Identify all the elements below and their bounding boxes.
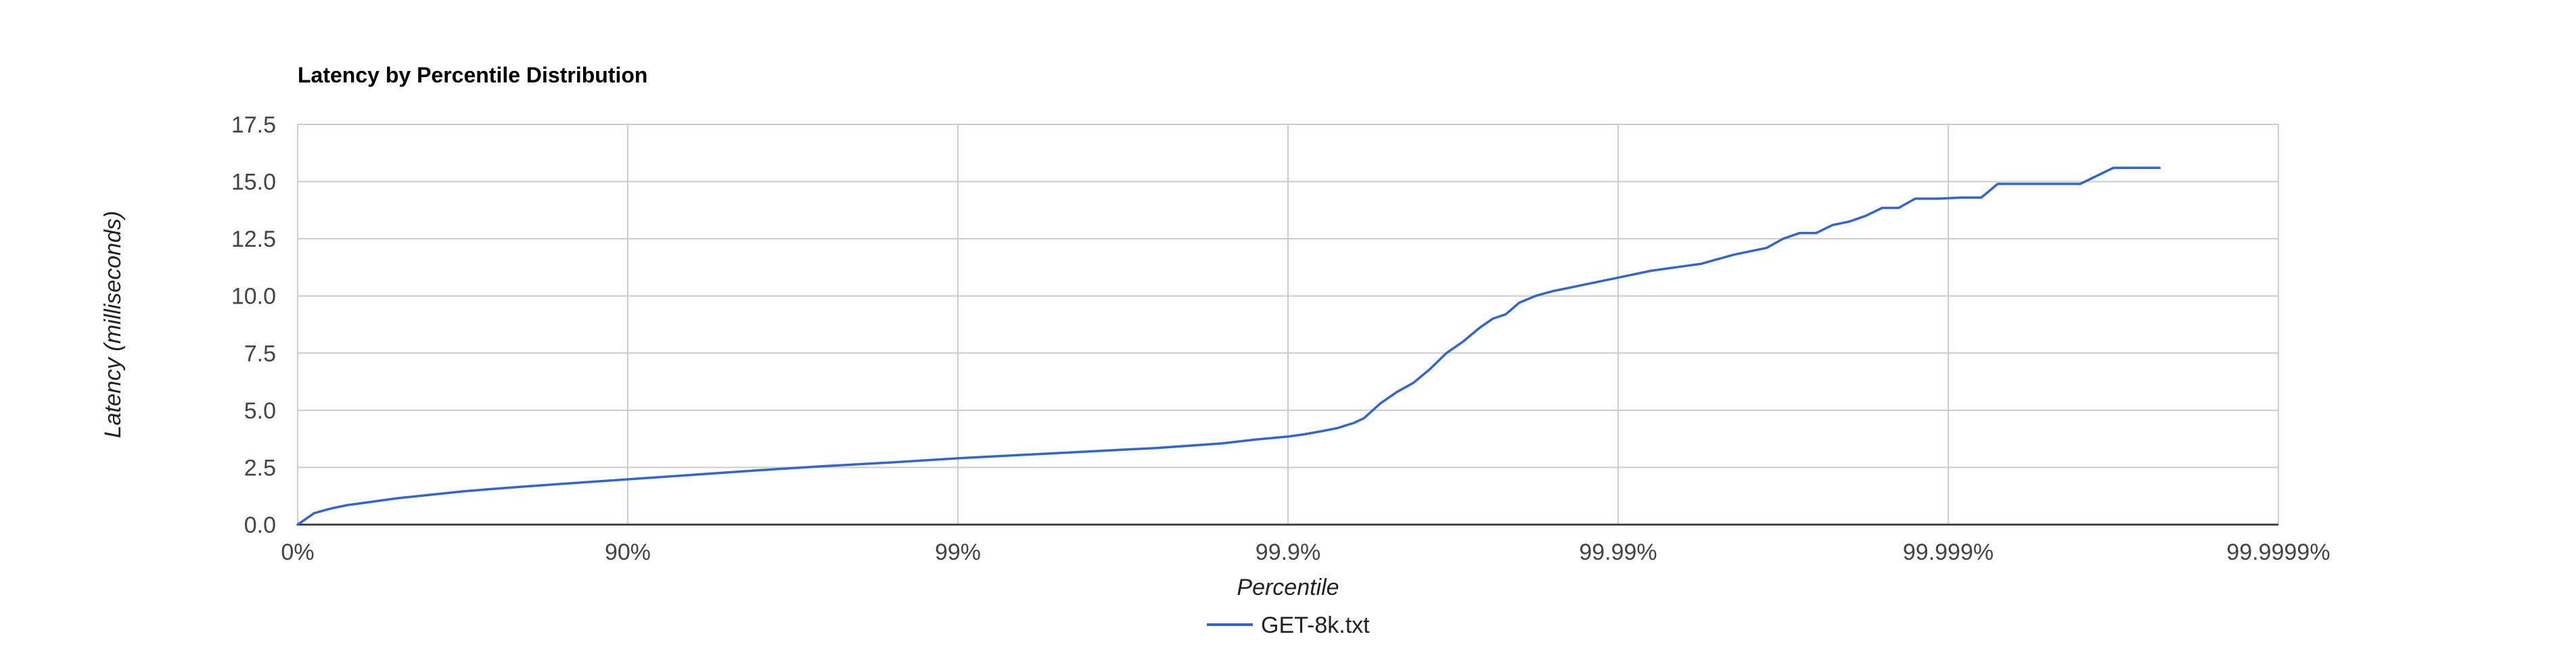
x-tick-label: 99.999% xyxy=(1903,539,1994,565)
y-tick-label: 5.0 xyxy=(244,398,276,424)
series-line[interactable] xyxy=(296,166,2161,526)
x-tick-label: 99% xyxy=(935,539,981,565)
x-tick-label: 99.9% xyxy=(1256,539,1320,565)
y-tick-label: 0.0 xyxy=(244,512,276,538)
x-tick-label: 90% xyxy=(605,539,651,565)
y-tick-label: 17.5 xyxy=(231,112,276,138)
x-axis-ticks: 0% 90% 99% 99.9% 99.99% 99.999% 99.9999% xyxy=(281,539,2330,565)
y-tick-label: 2.5 xyxy=(244,455,276,481)
x-tick-label: 99.9999% xyxy=(2226,539,2330,565)
y-axis-title: Latency (milliseconds) xyxy=(100,211,126,438)
legend-label[interactable]: GET-8k.txt xyxy=(1261,612,1370,638)
y-tick-label: 15.0 xyxy=(231,170,276,195)
y-tick-label: 12.5 xyxy=(231,226,276,252)
legend[interactable]: GET-8k.txt xyxy=(1207,612,1370,638)
x-axis-title: Percentile xyxy=(1237,575,1339,600)
y-tick-label: 10.0 xyxy=(231,284,276,310)
series-lines xyxy=(296,166,2161,526)
x-tick-label: 0% xyxy=(281,539,314,565)
x-tick-label: 99.99% xyxy=(1579,539,1657,565)
y-axis-ticks: 0.0 2.5 5.0 7.5 10.0 12.5 15.0 17.5 xyxy=(231,112,276,538)
gridlines xyxy=(297,124,2279,526)
chart-title: Latency by Percentile Distribution xyxy=(298,63,647,87)
y-tick-label: 7.5 xyxy=(244,341,276,366)
